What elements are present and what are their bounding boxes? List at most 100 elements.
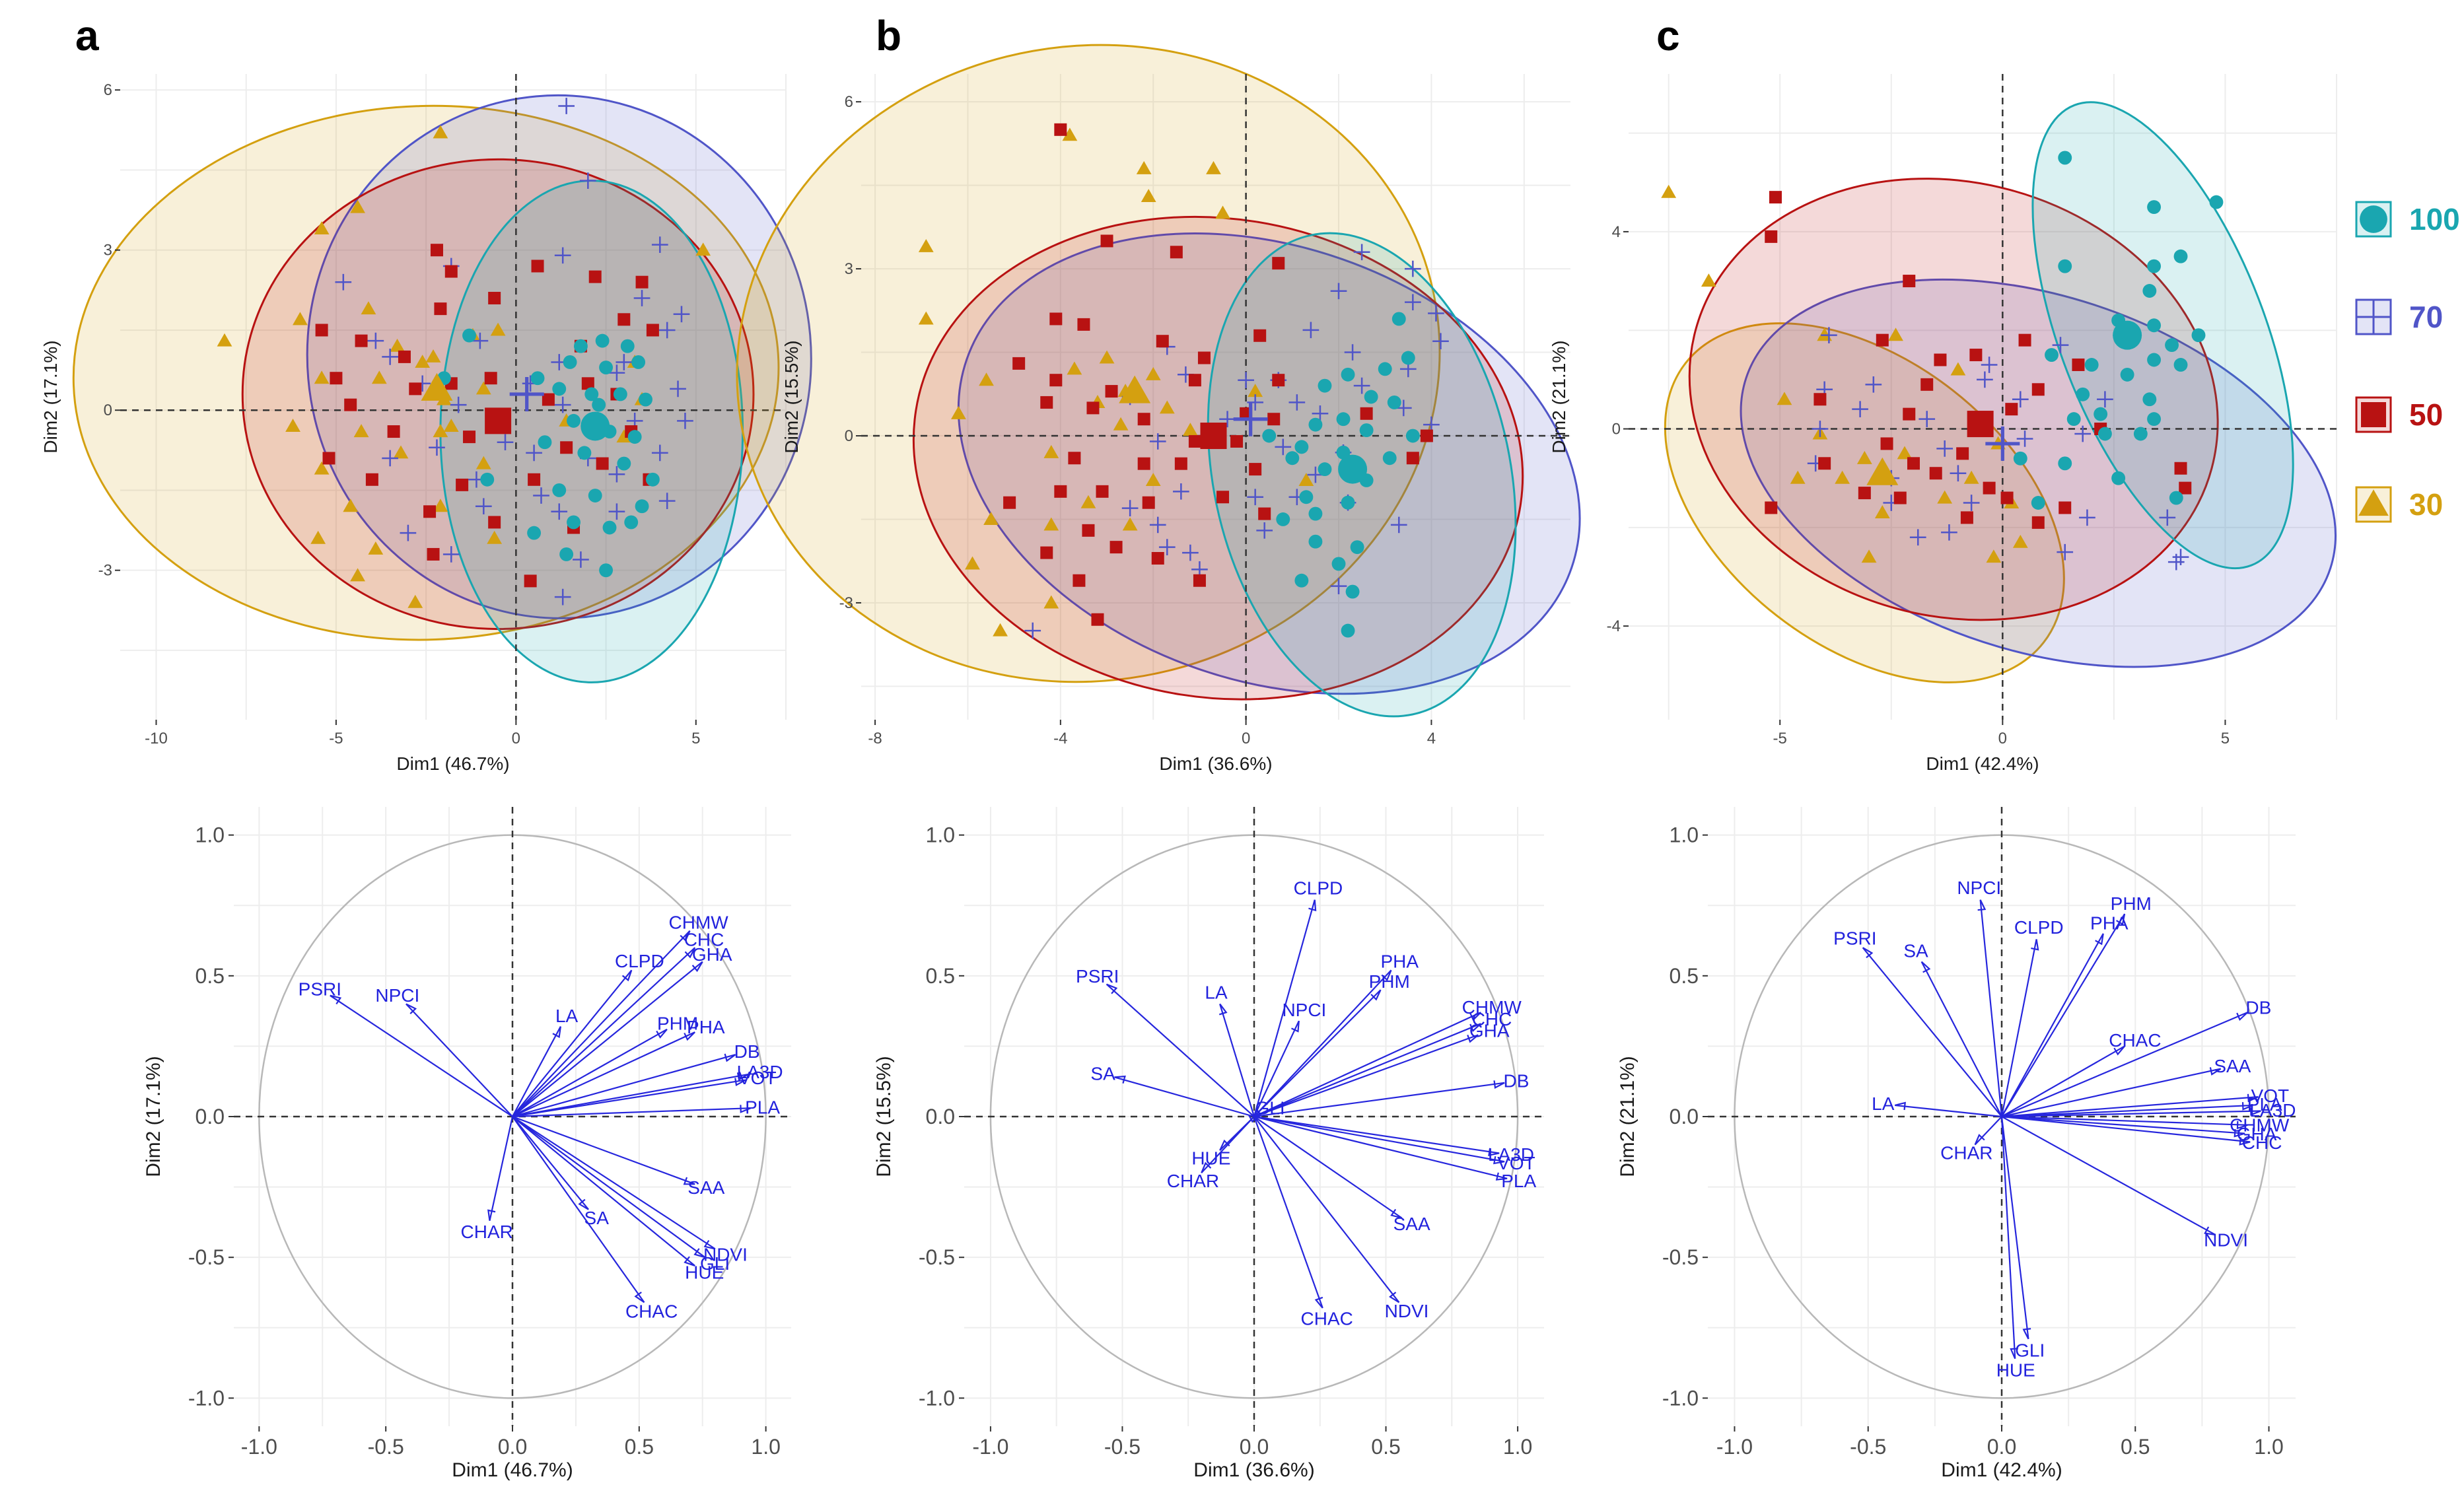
variable-arrow	[1979, 899, 2003, 1117]
point-100	[530, 371, 545, 386]
arrow-head	[1862, 947, 1874, 959]
variable-arrow	[2001, 1096, 2259, 1118]
point-30	[1790, 470, 1806, 484]
arrow-head	[693, 1248, 705, 1259]
y-tick-label: 0.0	[195, 1105, 225, 1128]
arrow-head	[724, 1053, 736, 1062]
x-tick-label: -5	[329, 730, 343, 747]
point-100	[599, 563, 614, 578]
point-70	[1330, 283, 1347, 300]
point-30	[1950, 362, 1966, 376]
arrow-head	[740, 1105, 752, 1113]
point-30	[616, 429, 632, 443]
point-50	[542, 393, 555, 406]
point-70	[1390, 516, 1407, 534]
point-50	[588, 270, 602, 283]
panel-letter-b: b	[876, 12, 901, 59]
x-tick-label: -5	[1773, 730, 1787, 747]
point-70	[2052, 337, 2069, 353]
arrow-head	[2031, 939, 2039, 951]
point-50	[1054, 123, 1067, 136]
point-100	[480, 472, 495, 487]
point-30	[1159, 400, 1175, 414]
ellipse-70	[957, 232, 1581, 695]
variable-arrow	[330, 994, 513, 1117]
y-tick-label: 6	[104, 81, 112, 99]
variable-label: CLPD	[2014, 917, 2064, 938]
x-tick-label: 0.5	[1371, 1435, 1400, 1459]
arrow-head	[1381, 969, 1392, 981]
variable-arrow	[1253, 1020, 1300, 1117]
ellipse-30	[1664, 322, 2065, 683]
point-30	[314, 221, 330, 234]
point-70	[554, 588, 571, 605]
point-50	[1142, 496, 1155, 509]
point-50	[617, 313, 631, 326]
point-70	[382, 450, 398, 467]
point-100	[2084, 358, 2099, 372]
variable-label: CHAC	[625, 1301, 678, 1322]
variable-arrow	[2001, 1104, 2253, 1118]
ellipse-70	[1740, 278, 2337, 668]
point-100	[2111, 471, 2126, 485]
variable-label: LA3D	[2249, 1100, 2296, 1121]
point-50	[423, 505, 437, 518]
x-tick-label: -4	[1053, 730, 1067, 747]
point-30	[983, 512, 999, 526]
point-70	[551, 503, 568, 520]
point-100	[1341, 367, 1355, 382]
variable-arrow	[512, 1054, 736, 1118]
point-30	[475, 381, 491, 395]
centroid-70	[1233, 401, 1268, 436]
variable-label: CHAC	[1301, 1309, 1353, 1329]
point-100	[567, 413, 581, 428]
x-tick-label: 5	[2221, 730, 2230, 747]
variable-arrow	[1114, 1076, 1255, 1118]
chart-scatter-c: -5 0 5 -4 0 4 Dim1 (42.4%) Dim2 (21.1%)	[1549, 74, 2337, 774]
point-30	[951, 405, 966, 419]
arrow-head	[1488, 1148, 1500, 1157]
point-100	[573, 339, 588, 353]
variable-label: DB	[734, 1041, 760, 1062]
variable-arrow	[512, 1115, 695, 1185]
point-30	[1136, 160, 1152, 174]
point-30	[475, 456, 491, 469]
point-100	[2173, 358, 2188, 372]
point-50	[1934, 353, 1947, 366]
point-30	[1897, 446, 1913, 460]
point-70	[1950, 465, 1967, 482]
point-100	[552, 483, 567, 497]
point-70	[1275, 438, 1292, 456]
point-100	[1318, 462, 1332, 477]
arrow-head	[487, 1209, 496, 1221]
point-70	[533, 487, 549, 504]
y-tick-label: 1.0	[195, 823, 225, 847]
point-70	[1963, 495, 1980, 511]
point-30	[1145, 366, 1161, 380]
variable-arrow	[512, 1116, 706, 1259]
point-70	[497, 434, 514, 451]
point-100	[563, 355, 577, 369]
variable-arrow	[1974, 1116, 2002, 1146]
point-30	[285, 419, 300, 432]
point-50	[1907, 457, 1920, 470]
point-70	[1173, 483, 1189, 500]
point-30	[371, 370, 387, 384]
point-100	[1285, 451, 1300, 466]
point-100	[613, 387, 627, 401]
point-30	[314, 370, 330, 384]
variable-arrow	[2001, 1045, 2125, 1117]
point-30	[1298, 473, 1314, 487]
point-30	[1062, 127, 1078, 141]
point-50	[1420, 429, 1433, 442]
variable-arrow	[2001, 913, 2126, 1117]
point-70	[1149, 433, 1166, 450]
point-100	[617, 456, 631, 471]
point-50	[646, 324, 659, 337]
point-50	[1049, 374, 1063, 387]
x-tick-label: 0.0	[498, 1435, 527, 1459]
point-100	[635, 499, 649, 514]
point-50	[1174, 457, 1187, 470]
point-50	[398, 350, 411, 363]
